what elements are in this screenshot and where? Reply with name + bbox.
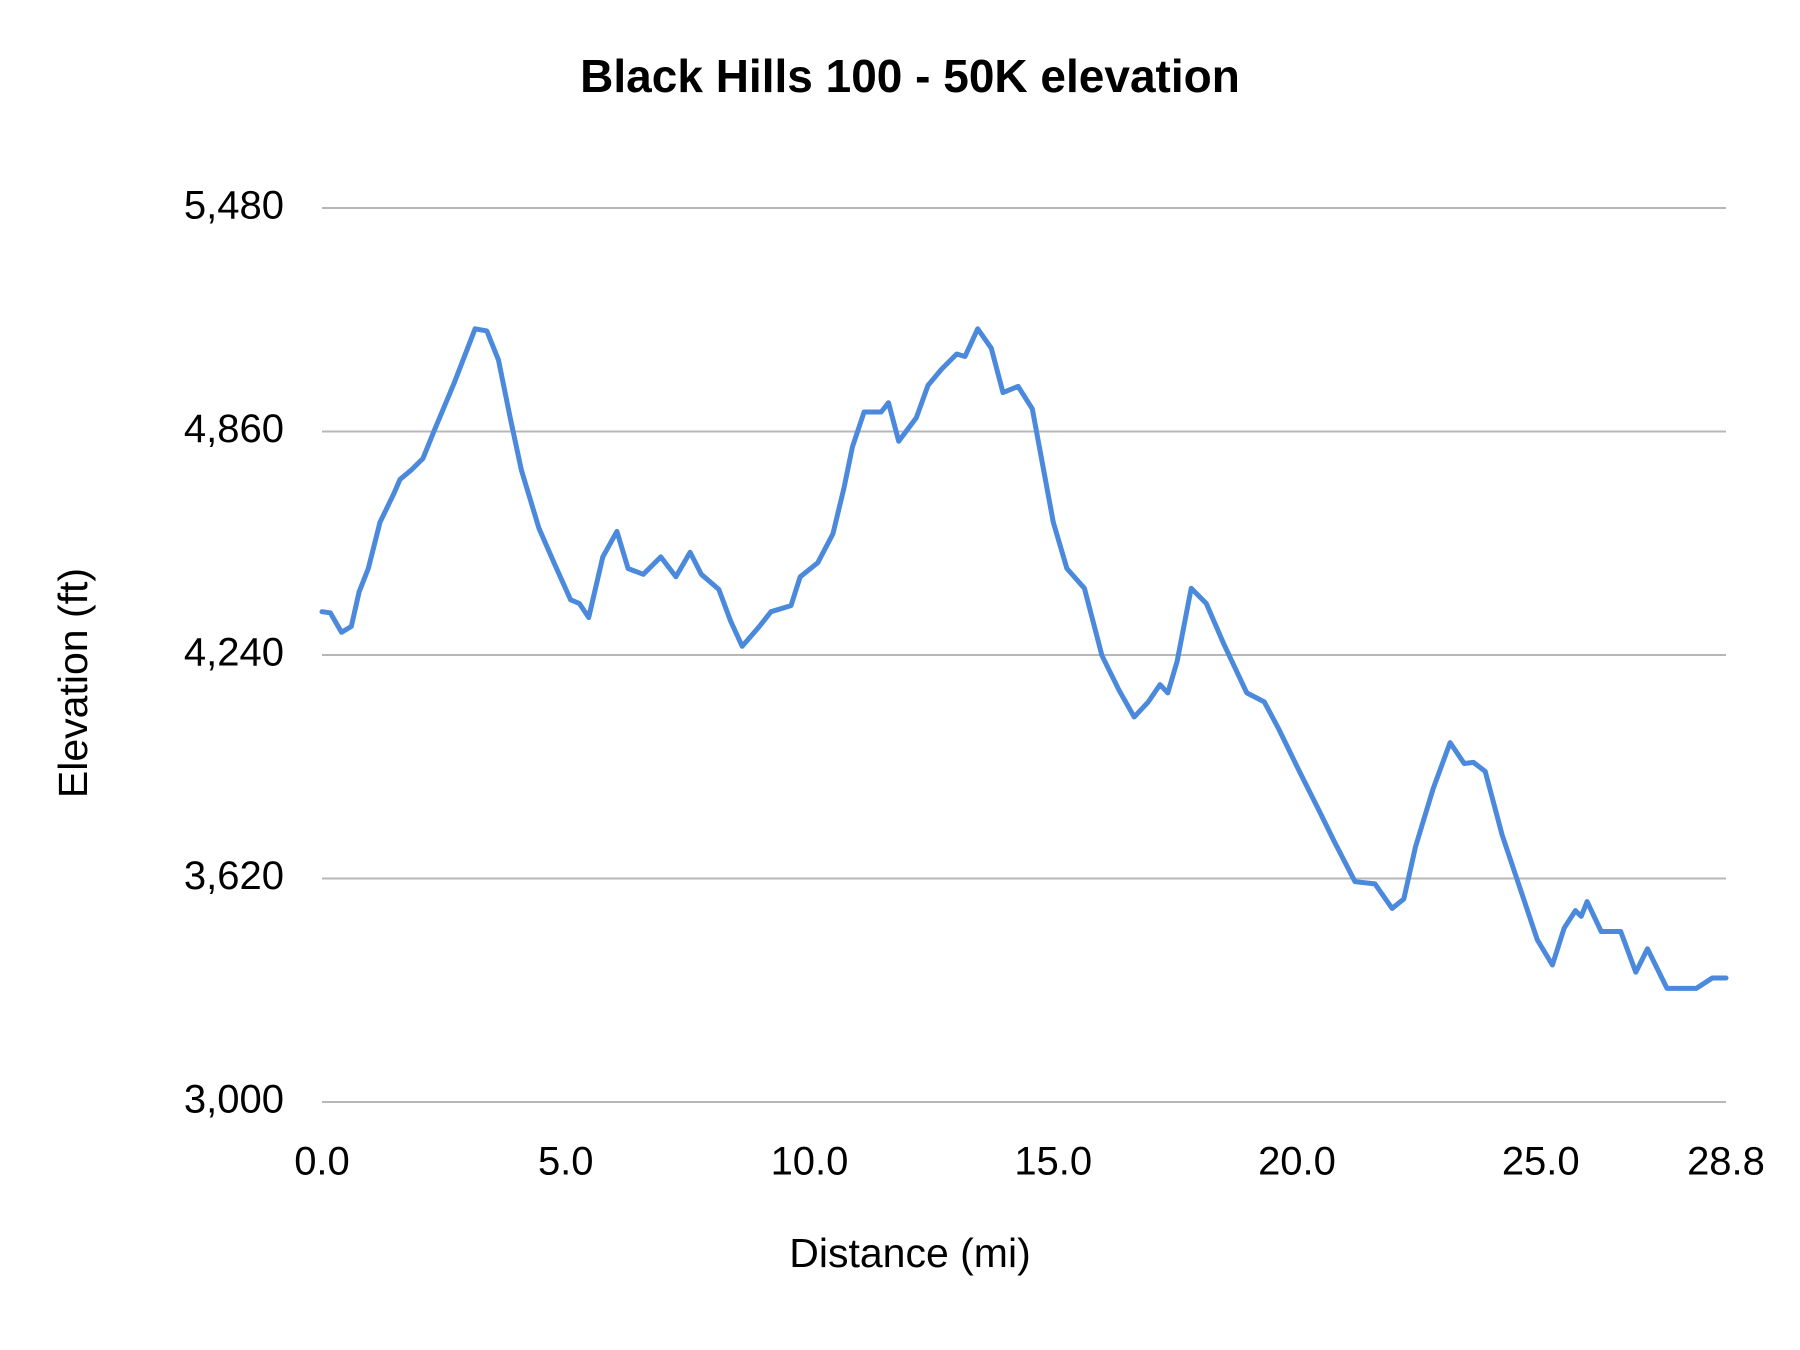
x-tick-label: 25.0 (1502, 1140, 1580, 1184)
y-tick-label: 5,480 (184, 184, 284, 228)
y-axis-title: Elevation (ft) (50, 568, 96, 798)
x-axis-title: Distance (mi) (789, 1230, 1030, 1276)
x-tick-label: 20.0 (1258, 1140, 1336, 1184)
y-tick-label: 3,000 (184, 1078, 284, 1122)
y-tick-label: 3,620 (184, 854, 284, 898)
x-tick-label: 5.0 (538, 1140, 594, 1184)
y-tick-label: 4,860 (184, 407, 284, 451)
chart-title: Black Hills 100 - 50K elevation (580, 50, 1240, 102)
x-tick-label: 0.0 (294, 1140, 350, 1184)
x-tick-label: 10.0 (771, 1140, 849, 1184)
data-line (319, 326, 1729, 991)
x-tick-label: 28.8 (1687, 1140, 1765, 1184)
x-tick-label: 15.0 (1014, 1140, 1092, 1184)
y-tick-label: 4,240 (184, 631, 284, 675)
